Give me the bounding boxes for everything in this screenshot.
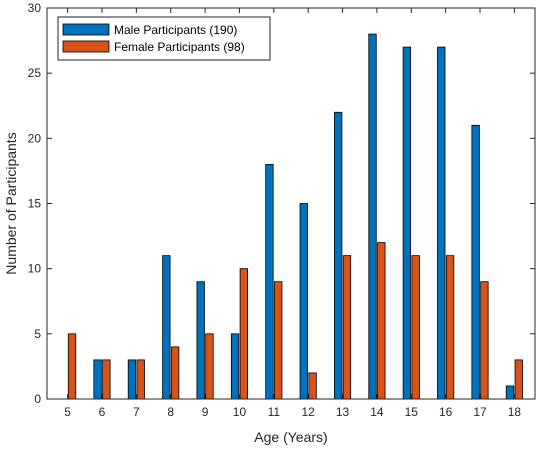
x-tick-label: 8 bbox=[167, 405, 174, 419]
plot-background bbox=[47, 8, 535, 399]
bar-male-12 bbox=[299, 203, 308, 400]
x-tick-label: 9 bbox=[202, 405, 209, 419]
y-tick-label: 10 bbox=[28, 262, 42, 276]
bar-male-17 bbox=[471, 124, 480, 400]
bar-female-10 bbox=[239, 268, 249, 400]
axes-layer: 0 5 10 15 20 25 30 5 6 7 8 9 10 11 12 13 14 15 16 17 18 bbox=[28, 1, 536, 419]
x-tick-label: 14 bbox=[370, 405, 384, 419]
x-tick-label: 15 bbox=[405, 405, 419, 419]
y-axis-title: Number of Participants bbox=[3, 132, 19, 274]
bar-male-7 bbox=[127, 359, 137, 400]
bar-female-12 bbox=[308, 372, 317, 400]
bar-female-16 bbox=[445, 255, 455, 400]
bar-female-9 bbox=[205, 333, 214, 400]
bar-female-14 bbox=[377, 242, 386, 400]
bar-female-15 bbox=[411, 255, 420, 400]
x-tick-label: 13 bbox=[336, 405, 350, 419]
bar-male-10 bbox=[230, 333, 240, 400]
legend: Male Participants (190) Female Participa… bbox=[57, 16, 271, 61]
x-tick-label: 11 bbox=[268, 405, 281, 419]
y-tick-label: 25 bbox=[28, 66, 42, 80]
bar-female-13 bbox=[342, 255, 352, 400]
bar-male-16 bbox=[437, 46, 446, 400]
bar-male-15 bbox=[402, 46, 412, 400]
bar-male-14 bbox=[368, 33, 377, 400]
x-tick-label: 6 bbox=[99, 405, 106, 419]
x-tick-label: 10 bbox=[233, 405, 247, 419]
legend-label-female: Female Participants (98) bbox=[114, 40, 245, 54]
y-tick-label: 15 bbox=[28, 197, 42, 211]
bar-male-9 bbox=[196, 281, 205, 400]
bar-female-7 bbox=[136, 359, 145, 400]
bar-male-18 bbox=[505, 385, 515, 400]
bar-male-11 bbox=[265, 163, 274, 400]
x-tick-label: 5 bbox=[64, 405, 71, 419]
bar-female-8 bbox=[170, 346, 180, 400]
legend-swatch-female bbox=[62, 40, 110, 53]
x-axis-title: Age (Years) bbox=[254, 429, 327, 445]
y-tick-label: 0 bbox=[34, 392, 41, 406]
x-tick-label: 18 bbox=[508, 405, 522, 419]
bar-female-6 bbox=[102, 359, 111, 400]
legend-swatch-male bbox=[62, 23, 110, 36]
bar-male-13 bbox=[333, 111, 343, 400]
y-tick-label: 5 bbox=[34, 327, 41, 341]
y-tick-label: 20 bbox=[28, 131, 42, 145]
x-tick-label: 12 bbox=[302, 405, 316, 419]
bar-male-6 bbox=[93, 359, 102, 400]
bar-female-18 bbox=[514, 359, 523, 400]
bar-male-8 bbox=[162, 255, 171, 400]
bars-layer bbox=[67, 33, 523, 400]
bar-female-11 bbox=[274, 281, 283, 400]
bar-female-17 bbox=[480, 281, 489, 400]
x-tick-label: 17 bbox=[473, 405, 487, 419]
plot-area bbox=[47, 8, 535, 399]
legend-label-male: Male Participants (190) bbox=[114, 23, 237, 37]
x-tick-label: 16 bbox=[439, 405, 453, 419]
y-tick-label: 30 bbox=[28, 1, 42, 15]
x-tick-label: 7 bbox=[133, 405, 140, 419]
bar-female-5 bbox=[67, 333, 77, 400]
